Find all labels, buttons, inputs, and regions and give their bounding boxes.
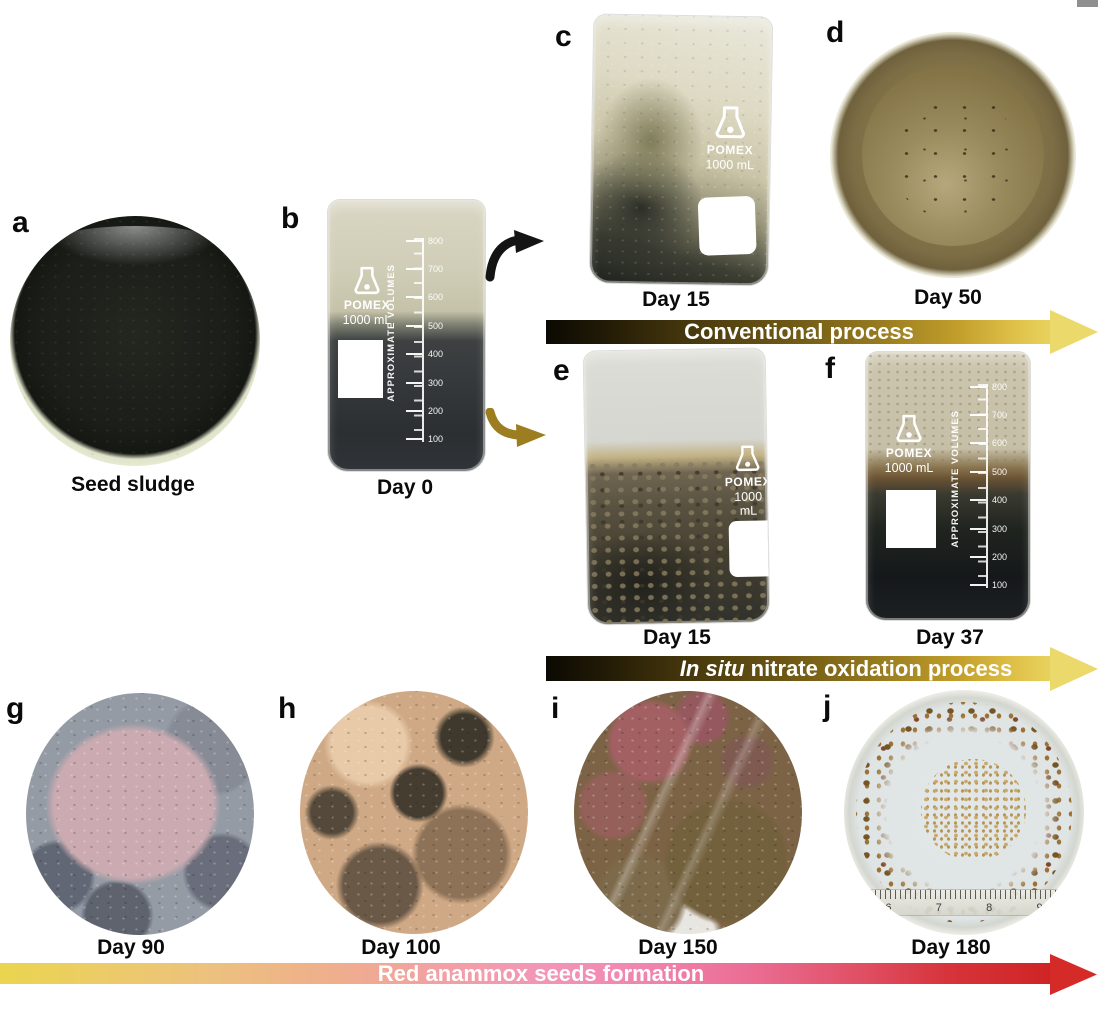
panel-e-photo-beaker-day15: POMEX 1000 mL bbox=[583, 348, 770, 625]
insitu-process-label: In situ nitrate oxidation process bbox=[499, 655, 1098, 681]
scale-tick: 600 bbox=[406, 292, 468, 302]
pomex-marking: POMEX 1000 mL bbox=[340, 266, 394, 327]
panel-a-photo-seed-sludge-dish bbox=[10, 216, 260, 466]
panel-letter-c: c bbox=[555, 20, 572, 53]
pomex-volume-text: 1000 mL bbox=[342, 313, 392, 327]
panel-a-caption: Seed sludge bbox=[71, 473, 195, 496]
pomex-flask-logo-icon bbox=[735, 445, 760, 472]
scale-tick: 700 bbox=[406, 264, 468, 274]
panel-letter-a: a bbox=[12, 206, 29, 239]
pomex-marking: POMEX 1000 mL bbox=[882, 414, 936, 475]
scale-tick: 100 bbox=[406, 434, 468, 444]
scale-tick: 200 bbox=[970, 552, 1030, 562]
blank-white-label bbox=[886, 490, 936, 548]
photo-texture bbox=[10, 216, 260, 466]
panel-letter-j: j bbox=[823, 690, 832, 723]
pomex-flask-logo-icon bbox=[896, 414, 922, 443]
beaker-volume-scale: APPROXIMATE VOLUMES 800 700 600 500 400 … bbox=[386, 236, 468, 445]
scale-tick: 400 bbox=[406, 349, 468, 359]
panel-letter-b: b bbox=[281, 202, 300, 235]
ruler: 6 7 8 9 bbox=[870, 890, 1058, 916]
pomex-marking: POMEX 1000 mL bbox=[723, 444, 769, 518]
pomex-flask-logo-icon bbox=[715, 106, 745, 139]
scale-tick: 500 bbox=[406, 321, 468, 331]
panel-i-photo-day150 bbox=[574, 691, 802, 934]
scale-tick: 800 bbox=[406, 236, 468, 246]
pomex-brand-text: POMEX bbox=[885, 446, 933, 460]
scale-tick: 800 bbox=[970, 382, 1030, 392]
crop-artifact bbox=[1077, 0, 1098, 7]
panel-f-photo-beaker-day37: POMEX 1000 mL APPROXIMATE VOLUMES 800 70… bbox=[866, 352, 1030, 620]
panel-c-caption: Day 15 bbox=[642, 288, 710, 311]
pomex-volume-text: 1000 mL bbox=[705, 157, 755, 173]
panel-e-caption: Day 15 bbox=[643, 626, 711, 649]
panel-letter-d: d bbox=[826, 16, 845, 49]
panel-j-photo-dish-day180: 6 7 8 9 bbox=[844, 690, 1084, 935]
scale-axis-label: APPROXIMATE VOLUMES bbox=[386, 264, 397, 402]
panel-b-photo-beaker-day0: POMEX 1000 mL APPROXIMATE VOLUMES 800 70… bbox=[328, 200, 485, 471]
pomex-brand-text: POMEX bbox=[343, 298, 391, 312]
pomex-volume-text: 1000 mL bbox=[734, 489, 763, 518]
insitu-process-arrow-bar: In situ nitrate oxidation process bbox=[546, 656, 1052, 681]
scale-ticks: 800 700 600 500 400 300 200 100 bbox=[970, 382, 1030, 590]
panel-f-caption: Day 37 bbox=[916, 626, 984, 649]
insitu-label-rest: nitrate oxidation process bbox=[744, 655, 1013, 681]
panel-g-photo-day90 bbox=[26, 693, 254, 935]
panel-h-caption: Day 100 bbox=[361, 936, 441, 959]
panel-c-photo-beaker-day15: POMEX 1000 mL bbox=[589, 14, 773, 286]
blank-white-label bbox=[728, 520, 770, 578]
scale-tick: 100 bbox=[970, 580, 1030, 590]
panel-letter-h: h bbox=[278, 692, 297, 725]
conventional-process-arrow-bar: Conventional process bbox=[546, 320, 1052, 344]
granule-center-texture bbox=[920, 758, 1027, 862]
panel-letter-i: i bbox=[551, 692, 560, 725]
photo-texture bbox=[26, 693, 254, 935]
scale-tick: 300 bbox=[406, 378, 468, 388]
panel-h-photo-day100 bbox=[300, 691, 528, 934]
panel-g-caption: Day 90 bbox=[97, 936, 165, 959]
red-formation-arrow-bar: Red anammox seeds formation bbox=[0, 962, 1052, 984]
photo-texture bbox=[574, 691, 802, 934]
photo-texture bbox=[866, 352, 1030, 465]
photo-texture bbox=[889, 91, 1017, 219]
pomex-marking: POMEX 1000 mL bbox=[702, 104, 759, 172]
scale-tick: 400 bbox=[970, 495, 1030, 505]
scale-tick: 700 bbox=[970, 410, 1030, 420]
panel-d-photo-dish-day50 bbox=[830, 32, 1076, 278]
pomex-volume-text: 1000 mL bbox=[884, 461, 934, 475]
scale-tick: 600 bbox=[970, 438, 1030, 448]
panel-letter-f: f bbox=[825, 352, 835, 385]
red-formation-arrowhead bbox=[1050, 954, 1097, 995]
panel-i-caption: Day 150 bbox=[638, 936, 718, 959]
beaker-volume-scale: APPROXIMATE VOLUMES 800 700 600 500 400 … bbox=[950, 382, 1030, 591]
panel-letter-g: g bbox=[6, 692, 25, 725]
black-curved-arrow bbox=[485, 230, 544, 282]
blank-white-label bbox=[697, 195, 757, 256]
conventional-arrowhead bbox=[1050, 310, 1098, 354]
panel-d-caption: Day 50 bbox=[914, 286, 982, 309]
red-formation-label: Red anammox seeds formation bbox=[377, 960, 705, 986]
insitu-label-italic: In situ bbox=[679, 655, 745, 681]
ruler-numbers: 6 7 8 9 bbox=[885, 902, 1043, 915]
scale-tick: 500 bbox=[970, 467, 1030, 477]
conventional-process-label: Conventional process bbox=[684, 319, 914, 344]
panel-b-caption: Day 0 bbox=[376, 476, 434, 499]
gold-curved-arrow bbox=[485, 408, 546, 447]
pomex-brand-text: POMEX bbox=[706, 142, 754, 158]
scale-axis-label: APPROXIMATE VOLUMES bbox=[950, 410, 961, 548]
scale-ticks: 800 700 600 500 400 300 200 100 bbox=[406, 236, 468, 444]
insitu-arrowhead bbox=[1050, 647, 1098, 691]
blank-white-label bbox=[338, 340, 383, 398]
panel-letter-e: e bbox=[553, 354, 570, 387]
photo-texture bbox=[300, 691, 528, 934]
scale-tick: 300 bbox=[970, 524, 1030, 534]
pomex-flask-logo-icon bbox=[354, 266, 380, 295]
scale-tick: 200 bbox=[406, 406, 468, 416]
pomex-brand-text: POMEX bbox=[724, 474, 770, 490]
panel-j-caption: Day 180 bbox=[911, 936, 991, 959]
